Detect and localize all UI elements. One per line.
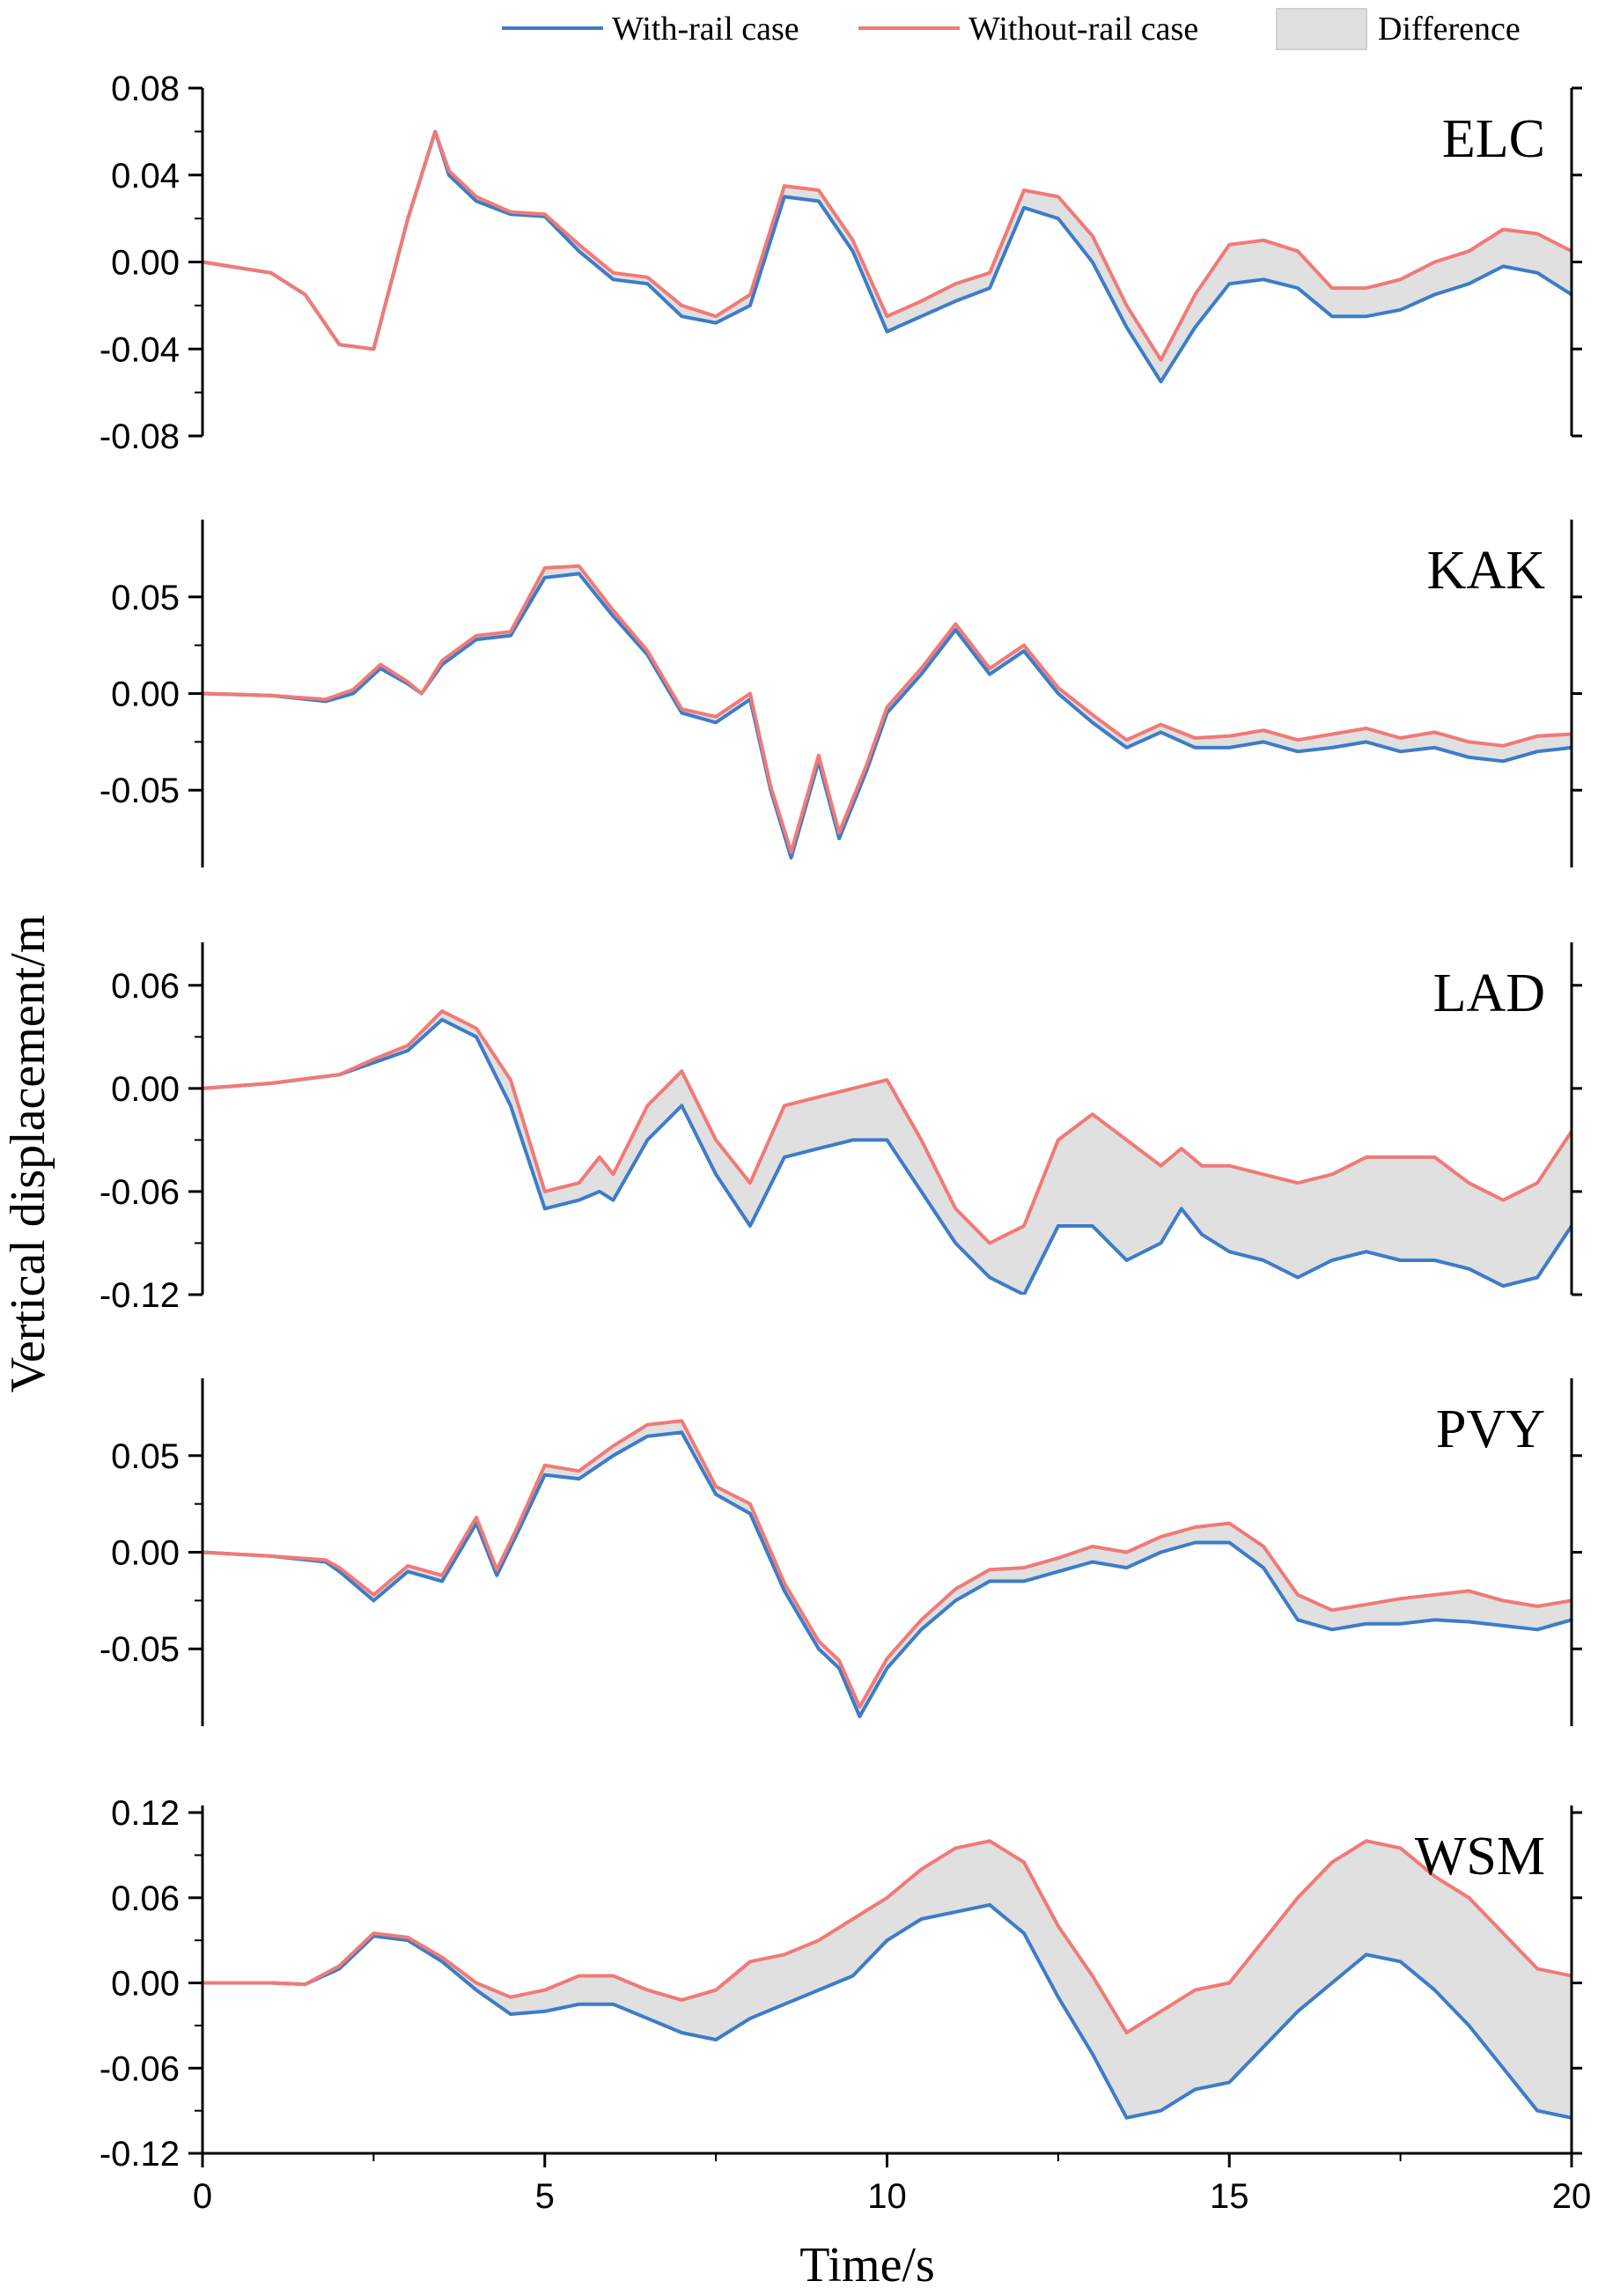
difference-area xyxy=(203,1841,1572,2118)
y-tick-label: -0.06 xyxy=(99,2049,180,2088)
y-tick-label: -0.12 xyxy=(99,2135,180,2174)
without-rail-line xyxy=(203,564,1572,854)
panel-label: KAK xyxy=(1427,541,1546,601)
y-tick-label: 0.06 xyxy=(111,1879,180,1918)
panels: -0.08 -0.04 0.00 0.04 0.08 ELC -0.05 0.00 0.05 KA… xyxy=(99,70,1582,2174)
panel-label: ELC xyxy=(1442,109,1545,169)
without-rail-line xyxy=(203,1419,1572,1709)
y-tick-label: 0.00 xyxy=(111,676,180,714)
x-tick-label: 10 xyxy=(867,2177,907,2216)
x-axis-ticks: 0 5 10 15 20 xyxy=(193,2153,1591,2216)
panel-label: LAD xyxy=(1433,963,1545,1023)
panel-wsm: -0.12 -0.06 0.00 0.06 0.12 WSM xyxy=(99,1794,1582,2174)
panel-label: PVY xyxy=(1436,1399,1545,1459)
with-rail-line xyxy=(203,572,1572,860)
legend-swatch-area xyxy=(1276,8,1367,50)
y-tick-label: 0.06 xyxy=(111,967,180,1006)
panel-lad: -0.12 -0.06 0.00 0.06 LAD xyxy=(99,942,1582,1315)
y-tick-label: -0.12 xyxy=(99,1276,180,1315)
y-tick-label: 0.00 xyxy=(111,1070,180,1109)
y-tick-label: -0.05 xyxy=(99,1630,180,1669)
y-axis-label: Vertical displacement/m xyxy=(1,915,55,1393)
difference-area xyxy=(203,131,1572,382)
y-tick-label: -0.08 xyxy=(99,417,180,456)
y-tick-label: 0.04 xyxy=(111,157,180,196)
difference-area xyxy=(203,1421,1572,1716)
y-tick-label: 0.05 xyxy=(111,579,180,617)
y-tick-label: 0.08 xyxy=(111,70,180,108)
with-rail-line xyxy=(203,1902,1572,2120)
legend-label: With-rail case xyxy=(612,11,799,48)
legend: With-rail case Without-rail case Differenc… xyxy=(502,8,1521,50)
legend-label: Without-rail case xyxy=(968,11,1198,48)
x-axis-label: Time/s xyxy=(799,2238,935,2292)
without-rail-line xyxy=(203,1839,1572,2034)
with-rail-line xyxy=(203,1430,1572,1718)
panel-label: WSM xyxy=(1415,1827,1545,1886)
y-tick-label: 0.05 xyxy=(111,1437,180,1476)
panel-kak: -0.05 0.00 0.05 KAK xyxy=(99,520,1582,867)
y-tick-label: 0.00 xyxy=(111,244,180,283)
y-tick-label: 0.00 xyxy=(111,1965,180,2004)
panel-elc: -0.08 -0.04 0.00 0.04 0.08 ELC xyxy=(99,70,1582,456)
panel-pvy: -0.05 0.00 0.05 PVY xyxy=(99,1378,1582,1726)
y-tick-label: 0.00 xyxy=(111,1534,180,1573)
with-rail-line xyxy=(203,1017,1572,1295)
without-rail-line xyxy=(203,1009,1572,1245)
x-tick-label: 20 xyxy=(1552,2177,1592,2216)
with-rail-line xyxy=(203,129,1572,384)
legend-label: Difference xyxy=(1378,11,1521,48)
x-tick-label: 5 xyxy=(535,2177,555,2216)
x-tick-label: 15 xyxy=(1210,2177,1249,2216)
y-tick-label: 0.12 xyxy=(111,1794,180,1833)
y-tick-label: -0.04 xyxy=(99,330,180,369)
difference-area xyxy=(203,1011,1572,1295)
y-tick-label: -0.05 xyxy=(99,771,180,810)
without-rail-line xyxy=(203,129,1572,362)
x-tick-label: 0 xyxy=(193,2177,212,2216)
y-tick-label: -0.06 xyxy=(99,1173,180,1212)
